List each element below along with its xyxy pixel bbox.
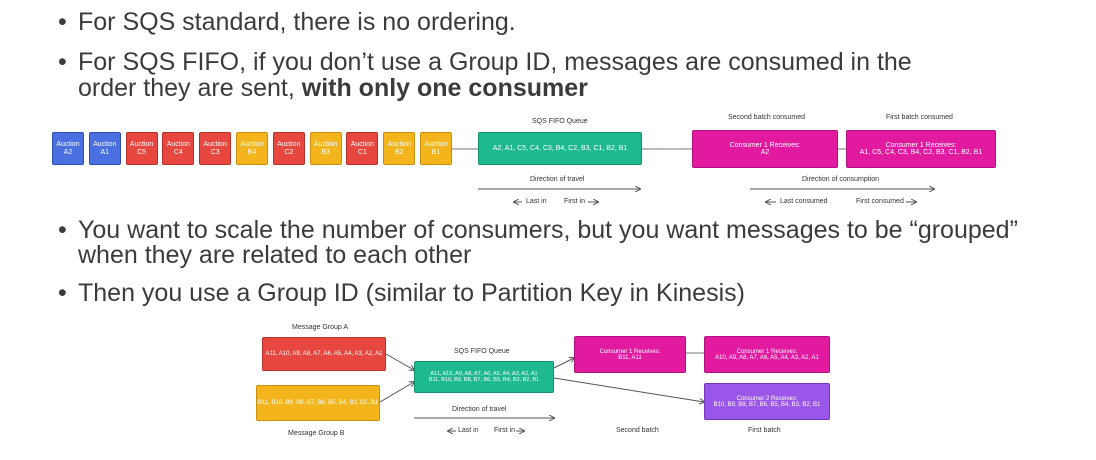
message-square: Auction B3 [309, 132, 342, 165]
sqs-fifo-queue-2: A11, A10, A9, A8, A7, A6, A5, A4, A3, A2… [414, 361, 554, 393]
direction-of-travel-1: Direction of travel [530, 176, 585, 183]
bullet-3: • You want to scale the number of consum… [58, 216, 1018, 244]
consumer-second-line-2: A2 [760, 149, 770, 156]
consumer-first-batch: Consumer 1 Receives: A1, C5, C4, C3, B4,… [846, 130, 996, 168]
message-square: Auction B4 [236, 132, 268, 165]
bullet-3-line-1: You want to scale the number of consumer… [78, 216, 1018, 244]
first-in-1: First in [564, 198, 585, 205]
consumer-second-line-1: Consumer 1 Receives: [729, 142, 801, 149]
first-consumed: First consumed [856, 198, 904, 205]
c1-first-line-2: A10, A9, A8, A7, A6, A5, A4, A3, A2, A1 [715, 354, 819, 361]
bullet-1: • For SQS standard, there is no ordering… [58, 8, 516, 36]
message-group-a: A11, A10, A9, A8, A7, A6, A5, A4, A3, A2… [262, 337, 386, 371]
last-in-1: Last in [526, 198, 547, 205]
message-group-a-title: Message Group A [292, 324, 349, 331]
bullet-3-line-2: when they are related to each other [78, 241, 472, 269]
c1-first-line-1: Consumer 1 Receives: [736, 348, 798, 355]
bullet-2-emphasis: with only one consumer [294, 74, 588, 102]
bullet-dot: • [58, 8, 67, 36]
consumer-2-first-batch: Consumer 2 Receives: B10, B9, B8, B7, B6… [704, 383, 830, 420]
direction-of-travel-2: Direction of travel [452, 406, 507, 413]
bullet-4: • Then you use a Group ID (similar to Pa… [58, 279, 745, 307]
message-square: Auction B1 [420, 132, 452, 165]
queue-1-title: SQS FIFO Queue [532, 118, 588, 125]
c-second-line-2: B11, A11 [618, 354, 642, 361]
queue-1-content: A2, A1, C5, C4, C3, B4, C2, B3, C1, B2, … [492, 145, 628, 152]
message-square: Auction C5 [125, 132, 158, 165]
consumer-1-first-batch: Consumer 1 Receives: A10, A9, A8, A7, A6… [704, 336, 830, 373]
message-group-b-title: Message Group B [288, 430, 345, 437]
sqs-fifo-queue-1: A2, A1, C5, C4, C3, B4, C2, B3, C1, B2, … [478, 132, 642, 165]
queue-2-line-2: B11, B10, B9, B8, B7, B6, B5, B4, B3, B2… [428, 377, 540, 383]
c2-first-line-2: B10, B9, B8, B7, B6, B5, B4, B3, B2, B1 [713, 401, 821, 408]
bullet-2-line-2: order they are sent, [78, 74, 295, 102]
message-square: Auction C3 [199, 132, 232, 165]
bullet-dot: • [58, 279, 67, 307]
consumer-first-line-2: A1, C5, C4, C3, B4, C2, B3, C1, B2, B1 [859, 149, 983, 156]
bullet-2-line-1: For SQS FIFO, if you don’t use a Group I… [78, 48, 912, 76]
first-batch-label: First batch [748, 427, 781, 434]
first-in-2: First in [494, 427, 515, 434]
consumer-1-second-batch: Consumer 1 Receives: B11, A11 [574, 336, 686, 373]
bullet-dot: • [58, 216, 67, 244]
bullet-dot: • [58, 48, 67, 76]
last-consumed: Last consumed [780, 198, 828, 205]
consumer-second-batch: Consumer 1 Receives: A2 [692, 130, 838, 168]
message-square: Auction C2 [272, 132, 305, 165]
bullet-4-text: Then you use a Group ID (similar to Part… [78, 279, 745, 307]
second-batch-label: Second batch [616, 427, 659, 434]
second-batch-title: Second batch consumed [728, 114, 806, 121]
message-group-b-content: B11, B10, B9, B8, B7, B6, B5, B4, B3, B2… [257, 400, 379, 406]
message-square: Auction A1 [88, 132, 121, 165]
queue-2-line-1: A11, A10, A9, A8, A7, A6, A5, A4, A3, A2… [430, 371, 538, 377]
bullet-2: • For SQS FIFO, if you don’t use a Group… [58, 48, 912, 76]
c2-first-line-1: Consumer 2 Receives: [736, 395, 798, 402]
message-group-a-content: A11, A10, A9, A8, A7, A6, A5, A4, A3, A2… [265, 351, 383, 357]
message-square: Auction B2 [383, 132, 416, 165]
queue-2-title: SQS FIFO Queue [454, 348, 510, 355]
first-batch-title: First batch consumed [886, 114, 953, 121]
message-group-b: B11, B10, B9, B8, B7, B6, B5, B4, B3, B2… [256, 385, 380, 421]
direction-of-consumption: Direction of consumption [802, 176, 880, 183]
bullet-3-continued: when they are related to each other [78, 243, 471, 268]
bullet-2-continued: order they are sent, with only one consu… [78, 76, 588, 101]
last-in-2: Last in [458, 427, 479, 434]
c-second-line-1: Consumer 1 Receives: [599, 348, 661, 355]
message-square: Auction C4 [162, 132, 195, 165]
message-square: Auction C1 [346, 132, 379, 165]
consumer-first-line-1: Consumer 1 Receives: [885, 142, 957, 149]
message-square: Auction A2 [52, 132, 84, 165]
bullet-1-text: For SQS standard, there is no ordering. [78, 8, 516, 36]
